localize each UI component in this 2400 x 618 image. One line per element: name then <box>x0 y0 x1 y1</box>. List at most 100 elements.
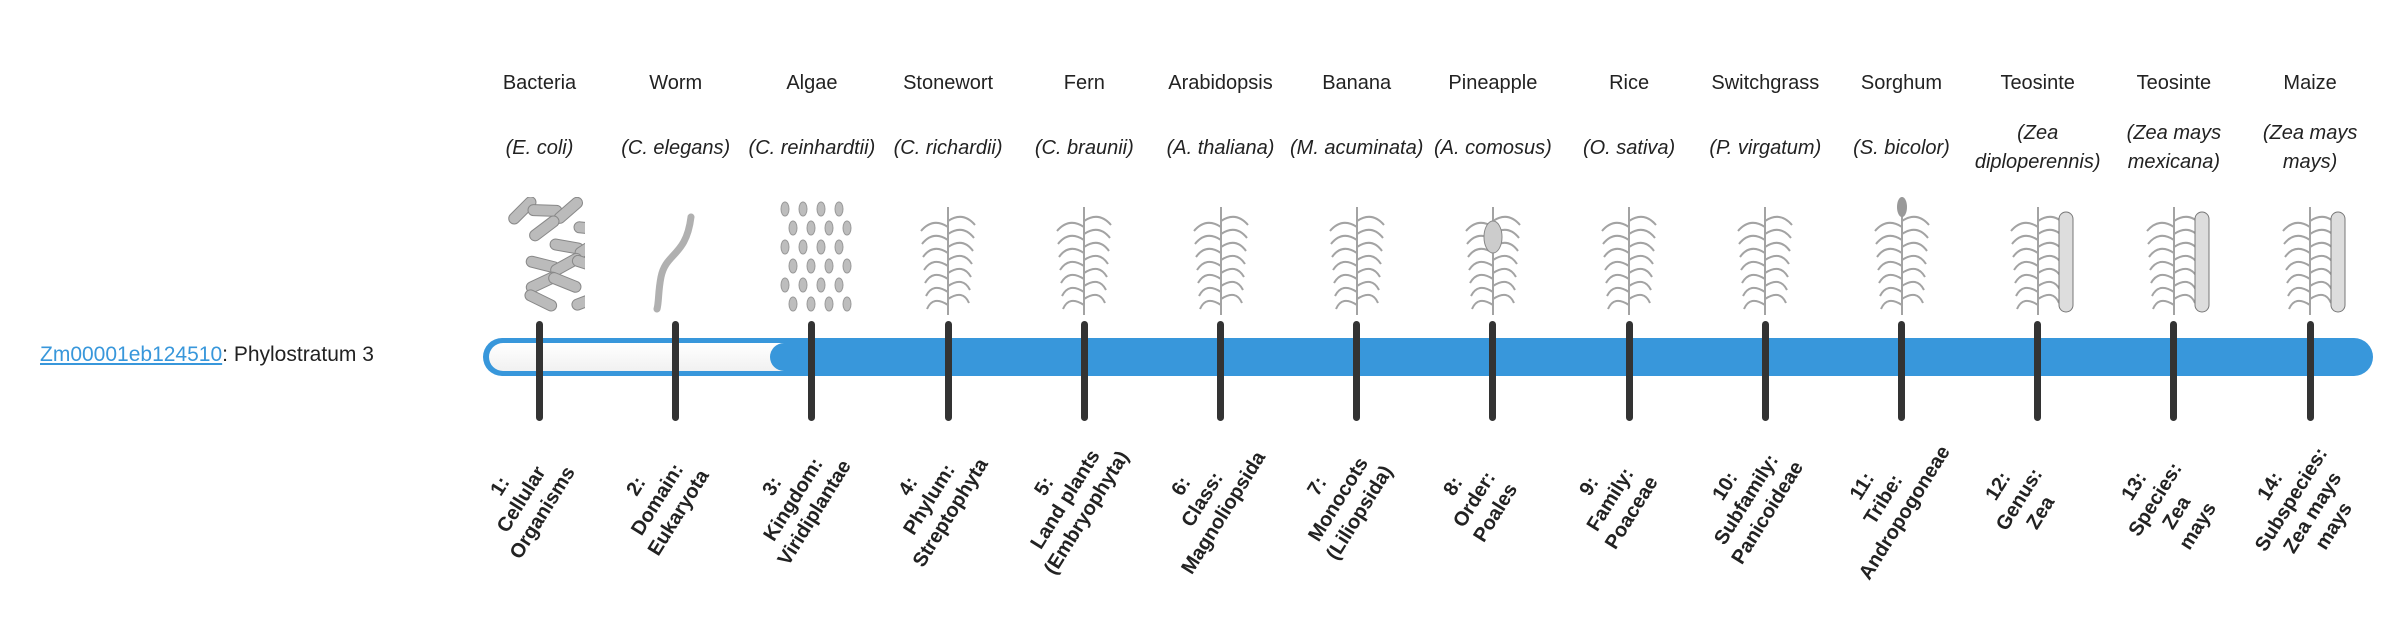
stratum-label: 7: Monocots (Liliopsida) <box>1254 395 1424 604</box>
organism-scientific-name: (P. virgatum) <box>1695 100 1835 192</box>
stratum-tick <box>2306 321 2314 421</box>
stratum-label: 14: Subspecies: Zea mays mays <box>2207 395 2398 618</box>
organism-column: Fern (C. braunii) <box>1014 66 1154 317</box>
stratum-label: 12: Genus: Zea <box>1935 395 2105 604</box>
organism-scientific-name: (C. elegans) <box>606 100 746 192</box>
scientific-name-text: (Zea diploperennis) <box>1974 122 2101 173</box>
stratum-tick <box>944 321 952 421</box>
pineapple-icon <box>1423 192 1563 317</box>
scientific-name-text: (C. elegans) <box>621 136 731 159</box>
stratum-label: 3: Kingdom: Viridiplantae <box>709 395 879 604</box>
stratum-tick <box>1489 321 1497 421</box>
organism-scientific-name: (A. comosus) <box>1423 100 1563 192</box>
organism-common-name: Teosinte <box>2000 72 2075 94</box>
stratum-tick <box>808 321 816 421</box>
stonewort-icon <box>878 192 1018 317</box>
organism-common-name: Pineapple <box>1448 72 1538 94</box>
organism-common-name: Rice <box>1609 72 1650 94</box>
scientific-name-text: (C. richardii) <box>893 136 1003 159</box>
stratum-tick <box>1898 321 1905 421</box>
organism-column: Algae (C. reinhardtii) <box>742 66 882 317</box>
stratum-label: 9: Family: Poaceae <box>1526 395 1696 604</box>
organism-scientific-name: (Zea mays mexicana) <box>2104 100 2244 192</box>
stratum-tick <box>1080 321 1088 421</box>
stratum-tick <box>2034 321 2042 421</box>
organism-column: Sorghum (S. bicolor) <box>1832 66 1972 317</box>
banana-icon <box>1287 192 1427 317</box>
organism-scientific-name: (Zea diploperennis) <box>1968 100 2108 192</box>
bar-unfilled-region <box>489 343 785 371</box>
stratum-label: 6: Class: Magnoliopsida <box>1118 395 1288 604</box>
organism-common-name: Maize <box>2283 72 2337 94</box>
stratum-tick <box>536 321 543 421</box>
scientific-name-text: (O. sativa) <box>1582 136 1676 159</box>
stratum-tick <box>1761 321 1769 421</box>
organism-column: Teosinte (Zea mays mexicana) <box>2104 66 2244 317</box>
scientific-name-text: (A. thaliana) <box>1166 136 1275 159</box>
scientific-name-text: (P. virgatum) <box>1709 136 1822 159</box>
organism-column: Rice (O. sativa) <box>1559 66 1699 317</box>
stratum-label: 4: Phylum: Streptophyta <box>845 395 1015 604</box>
organism-column: Arabidopsis (A. thaliana) <box>1151 66 1291 317</box>
worm-icon <box>606 192 746 317</box>
organism-common-name: Algae <box>786 72 838 94</box>
teosinte-icon <box>2104 192 2244 317</box>
scientific-name-text: (M. acuminata) <box>1290 136 1424 159</box>
scientific-name-text: (C. braunii) <box>1034 136 1134 159</box>
organism-common-name: Fern <box>1063 72 1105 94</box>
gene-phylostratum-label: Zm00001eb124510: Phylostratum 3 <box>40 343 374 367</box>
algae-icon <box>742 192 882 317</box>
scientific-name-text: (A. comosus) <box>1433 136 1552 159</box>
organism-common-name: Teosinte <box>2136 72 2212 94</box>
bacteria-icon <box>470 192 610 317</box>
arabidopsis-icon <box>1151 192 1291 317</box>
stratum-label: 2: Domain: Eukaryota <box>573 395 743 604</box>
stratum-tick <box>672 321 680 421</box>
scientific-name-text: (Zea mays mays) <box>2262 122 2358 173</box>
stratum-label: 5: Land plants (Embryophyta) <box>981 395 1151 604</box>
organism-column: Bacteria (E. coli) <box>470 66 610 317</box>
organism-column: Banana (M. acuminata) <box>1287 66 1427 317</box>
sorghum-icon <box>1832 192 1972 317</box>
organism-scientific-name: (A. thaliana) <box>1151 100 1291 192</box>
organism-common-name: Banana <box>1322 72 1392 94</box>
stratum-tick <box>1625 321 1633 421</box>
gene-id-link[interactable]: Zm00001eb124510 <box>40 343 223 366</box>
organism-column: Switchgrass (P. virgatum) <box>1695 66 1835 317</box>
organism-scientific-name: (Zea mays mays) <box>2240 100 2380 192</box>
scientific-name-text: (C. reinhardtii) <box>748 136 876 159</box>
organism-common-name: Sorghum <box>1860 72 1943 94</box>
organism-scientific-name: (E. coli) <box>470 100 610 192</box>
organism-scientific-name: (C. braunii) <box>1014 100 1154 192</box>
rice-icon <box>1559 192 1699 317</box>
stratum-label: 1: Cellular Organisms <box>437 395 607 604</box>
organism-common-name: Switchgrass <box>1711 72 1820 94</box>
organism-common-name: Stonewort <box>903 72 994 94</box>
phylostratum-bar <box>483 338 2373 376</box>
organism-column: Pineapple (A. comosus) <box>1423 66 1563 317</box>
stratum-tick <box>2170 321 2178 421</box>
organism-scientific-name: (O. sativa) <box>1559 100 1699 192</box>
phylostratum-text: : Phylostratum 3 <box>222 343 374 366</box>
stratum-tick <box>1353 321 1361 421</box>
stratum-label: 8: Order: Poales <box>1390 395 1560 604</box>
organism-column: Maize (Zea mays mays) <box>2240 66 2380 317</box>
switchgrass-icon <box>1695 192 1835 317</box>
fern-icon <box>1014 192 1154 317</box>
organism-common-name: Worm <box>649 72 703 94</box>
organism-scientific-name: (S. bicolor) <box>1832 100 1972 192</box>
stratum-label: 10: Subfamily: Panicoideae <box>1662 395 1832 604</box>
organism-column: Stonewort (C. richardii) <box>878 66 1018 317</box>
stratum-label: 11: Tribe: Andropogoneae <box>1799 395 1969 604</box>
organism-column: Teosinte (Zea diploperennis) <box>1968 66 2108 317</box>
bar-fill-start <box>770 343 799 371</box>
scientific-name-text: (Zea mays mexicana) <box>2126 122 2222 173</box>
maize-icon <box>2240 192 2380 317</box>
organism-scientific-name: (C. richardii) <box>878 100 1018 192</box>
stratum-tick <box>1217 321 1224 421</box>
organism-scientific-name: (C. reinhardtii) <box>742 100 882 192</box>
organism-common-name: Arabidopsis <box>1168 72 1273 94</box>
organism-scientific-name: (M. acuminata) <box>1287 100 1427 192</box>
scientific-name-text: (S. bicolor) <box>1853 136 1950 159</box>
stratum-label: 13: Species: Zea mays <box>2071 395 2262 618</box>
